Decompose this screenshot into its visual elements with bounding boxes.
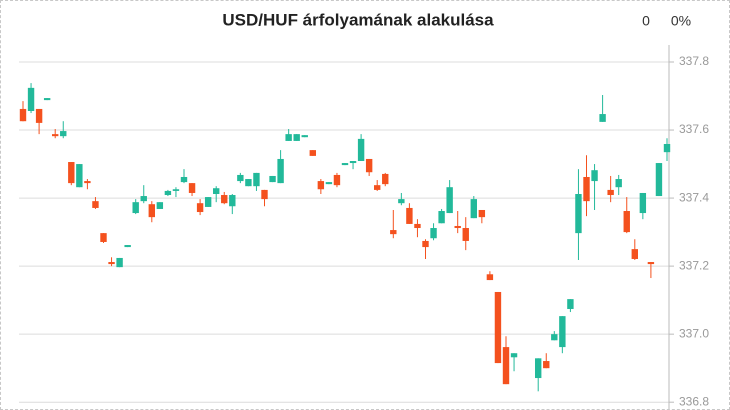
candle-body xyxy=(357,138,365,162)
candle-body xyxy=(309,150,316,156)
candle-body xyxy=(494,291,502,364)
candle-body xyxy=(60,131,67,137)
candle-body xyxy=(253,172,260,187)
candle-body xyxy=(277,158,284,184)
candle-body xyxy=(333,174,341,186)
candle-body xyxy=(510,353,518,358)
candle-body xyxy=(204,197,212,207)
candle-body xyxy=(301,135,308,138)
candle-body xyxy=(132,202,139,214)
candle-body xyxy=(52,134,59,137)
candle-body xyxy=(148,204,155,218)
candle-body xyxy=(398,199,405,204)
header-value: 0 xyxy=(642,13,650,29)
candle-body xyxy=(454,225,461,229)
candle-body xyxy=(84,181,91,184)
candle-body xyxy=(486,274,494,281)
candle-body xyxy=(430,228,437,239)
candle-body xyxy=(92,201,99,208)
candle-body xyxy=(245,179,252,187)
chart-title: USD/HUF árfolyamának alakulása xyxy=(222,10,494,29)
candle-body xyxy=(382,173,389,185)
candle-body xyxy=(213,188,220,195)
candle-body xyxy=(438,211,445,224)
y-tick-label: 337.4 xyxy=(679,190,709,204)
candle-body xyxy=(229,195,236,207)
candle-body xyxy=(140,196,147,202)
y-tick-label: 337.2 xyxy=(679,258,709,272)
candle-body xyxy=(591,170,598,182)
candle-body xyxy=(567,299,574,309)
candle-body xyxy=(76,164,83,188)
candle-body xyxy=(406,207,413,224)
y-tick-label: 337.0 xyxy=(679,326,709,340)
candle-body xyxy=(655,163,663,197)
candle-body xyxy=(559,316,566,348)
candle-body xyxy=(647,262,655,265)
candle-body xyxy=(341,163,349,166)
candle-body xyxy=(575,194,582,234)
candle-body xyxy=(68,162,75,184)
candle-body xyxy=(639,192,647,214)
candle-body xyxy=(43,98,51,101)
candle-body xyxy=(27,87,35,111)
candle-body xyxy=(196,203,204,213)
header-change: 0% xyxy=(671,13,691,29)
y-tick-label: 336.8 xyxy=(679,394,709,408)
candle-body xyxy=(446,187,453,214)
candle-body xyxy=(164,190,172,196)
candle-body xyxy=(414,223,421,229)
candle-body xyxy=(172,189,180,191)
y-tick-label: 337.8 xyxy=(679,54,709,68)
candle-body xyxy=(221,195,228,204)
candle-body xyxy=(543,361,550,369)
candle-body xyxy=(551,334,558,341)
candle-body xyxy=(374,185,381,190)
y-tick-label: 337.6 xyxy=(679,122,709,136)
candle-body xyxy=(623,211,630,233)
candle-body xyxy=(285,134,292,141)
candle-body xyxy=(462,228,469,241)
candle-body xyxy=(188,183,196,193)
candle-body xyxy=(180,176,188,183)
candle-body xyxy=(607,189,614,196)
candle-body xyxy=(422,240,429,248)
candle-body xyxy=(390,230,397,235)
candle-body xyxy=(615,179,622,188)
candle-body xyxy=(599,114,606,122)
candle-body xyxy=(478,209,486,218)
candle-body xyxy=(237,174,244,182)
candle-body xyxy=(349,161,357,164)
candle-body xyxy=(583,176,590,202)
candle-body xyxy=(325,182,333,185)
candle-body xyxy=(317,181,325,190)
candle-body xyxy=(535,358,542,379)
candle-body xyxy=(116,257,123,268)
candle-body xyxy=(35,108,43,123)
candle-body xyxy=(108,262,115,265)
candle-body xyxy=(156,202,164,209)
candle-body xyxy=(663,143,671,153)
candle-body xyxy=(502,347,510,385)
candle-body xyxy=(100,233,107,242)
candle-body xyxy=(631,249,638,259)
candle-body xyxy=(293,134,300,141)
candle-body xyxy=(19,108,27,122)
candle-body xyxy=(365,158,373,173)
candle-body xyxy=(261,189,268,200)
candle-body xyxy=(470,199,477,219)
candle-body xyxy=(269,175,276,183)
candle-body xyxy=(124,245,131,248)
